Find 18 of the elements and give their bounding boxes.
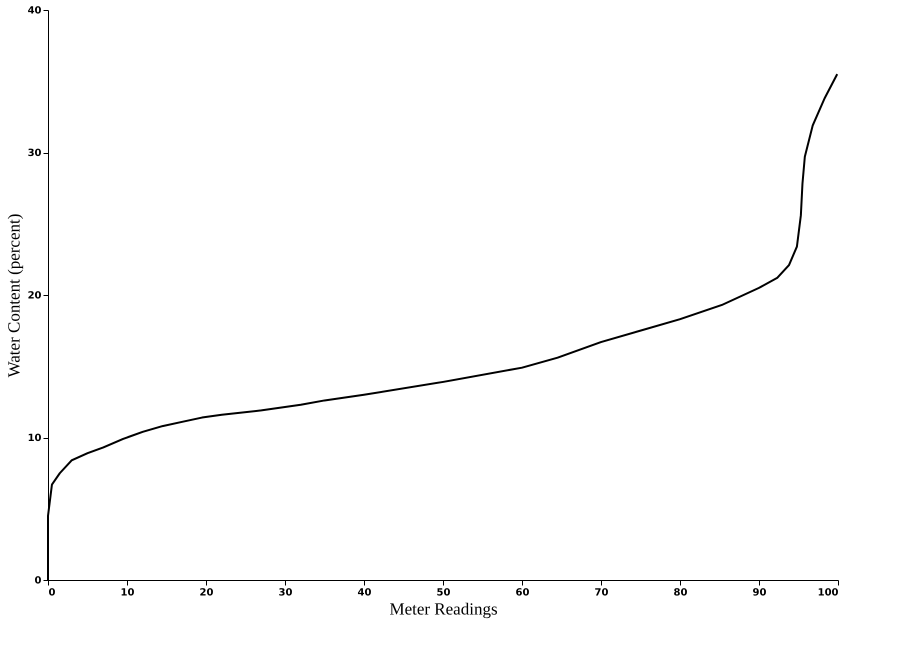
y-tick-label: 10 [28, 433, 42, 444]
x-tick-label: 100 [818, 588, 839, 598]
y-tick-label: 30 [28, 148, 42, 159]
y-tick-label: 0 [34, 576, 42, 586]
x-tick-label: 50 [436, 588, 450, 598]
x-tick-label: 0 [48, 588, 56, 598]
y-tick-label: 20 [28, 290, 42, 302]
x-tick-label: 70 [594, 588, 608, 598]
x-tick-label: 40 [358, 588, 372, 598]
x-tick-label: 20 [200, 588, 214, 598]
x-tick-label: 30 [278, 588, 292, 598]
y-axis-title: Water Content (percent) [4, 214, 24, 378]
x-tick-label: 60 [516, 588, 530, 598]
x-axis-title: Meter Readings [389, 600, 498, 618]
y-tick-label: 40 [28, 6, 42, 16]
x-tick-label: 90 [752, 588, 766, 598]
x-tick-label: 80 [674, 588, 688, 598]
x-tick-label: 10 [120, 588, 134, 598]
